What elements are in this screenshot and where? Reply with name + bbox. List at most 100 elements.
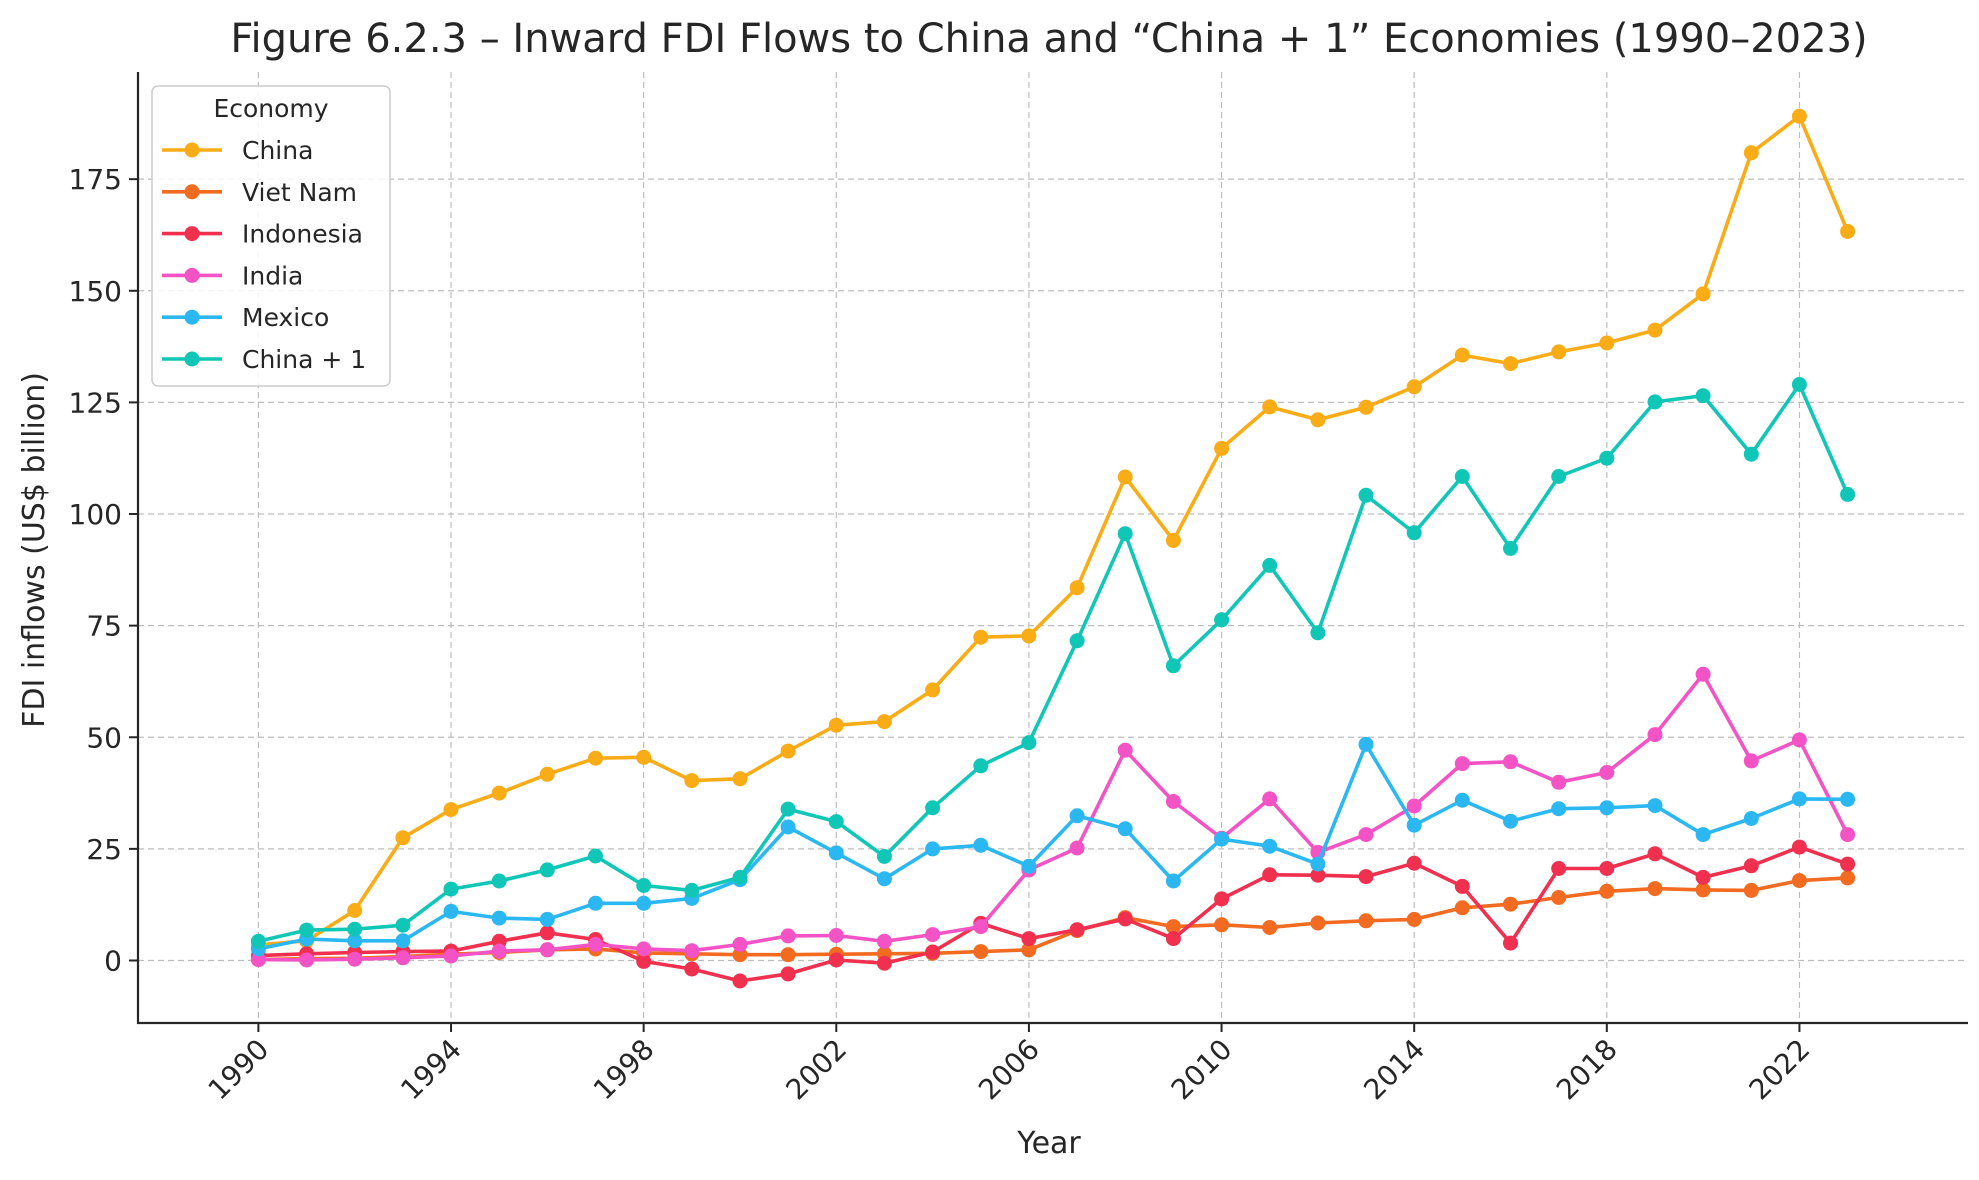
data-point-china-1 bbox=[1551, 469, 1567, 484]
data-point-india bbox=[780, 928, 796, 944]
data-point-china bbox=[1117, 469, 1133, 485]
data-point-china-1 bbox=[1454, 469, 1470, 484]
data-point-viet-nam bbox=[1021, 942, 1037, 958]
legend-label: Mexico bbox=[242, 303, 329, 332]
data-point-india bbox=[1599, 765, 1615, 780]
data-point-indonesia bbox=[1262, 867, 1278, 883]
y-tick-label: 25 bbox=[86, 833, 122, 866]
x-axis: 1990 1994 1998 2002 2006 2010 2014 2018 2022 bbox=[202, 1023, 1817, 1107]
data-point-india bbox=[443, 948, 459, 964]
chart-title: Figure 6.2.3 – Inward FDI Flows to China… bbox=[230, 16, 1867, 62]
data-point-india bbox=[1117, 742, 1133, 758]
legend-item-indonesia: Indonesia bbox=[162, 220, 363, 249]
data-point-china bbox=[780, 743, 796, 759]
data-point-china bbox=[1599, 335, 1615, 351]
data-point-indonesia bbox=[1551, 861, 1567, 876]
data-point-viet-nam bbox=[1358, 913, 1374, 929]
data-point-china-1 bbox=[299, 922, 315, 938]
data-point-indonesia bbox=[876, 955, 892, 971]
data-point-china bbox=[395, 830, 411, 846]
data-point-china-1 bbox=[1503, 540, 1518, 556]
data-point-china-1 bbox=[1165, 658, 1181, 674]
legend-item-china: China bbox=[162, 136, 313, 165]
series-china bbox=[250, 108, 1856, 953]
data-point-viet-nam bbox=[1647, 881, 1663, 897]
data-point-indonesia bbox=[1454, 878, 1470, 894]
data-point-china-1 bbox=[588, 848, 603, 864]
data-point-indonesia bbox=[1791, 839, 1807, 855]
x-tick-label: 2022 bbox=[1743, 1033, 1817, 1107]
axes-spines bbox=[136, 72, 1968, 1025]
legend-swatch-marker bbox=[184, 142, 200, 158]
data-point-india bbox=[732, 936, 748, 952]
y-axis-label: FDI inflows (US$ billion) bbox=[17, 372, 52, 728]
data-point-china bbox=[684, 773, 700, 789]
data-point-china-1 bbox=[395, 917, 411, 933]
legend-item-viet-nam: Viet Nam bbox=[162, 178, 357, 207]
x-tick-label: 1998 bbox=[587, 1033, 661, 1107]
data-point-china bbox=[1358, 399, 1374, 415]
data-point-china-1 bbox=[1647, 394, 1663, 410]
data-point-indonesia bbox=[1647, 846, 1663, 862]
data-point-mexico bbox=[828, 845, 844, 861]
legend-swatch-marker bbox=[184, 309, 200, 325]
data-point-indonesia bbox=[828, 952, 844, 968]
data-point-china-1 bbox=[732, 869, 748, 885]
y-tick-label: 75 bbox=[86, 610, 122, 643]
data-point-china bbox=[732, 771, 748, 787]
data-point-china bbox=[925, 682, 941, 698]
legend-label: Indonesia bbox=[242, 220, 363, 249]
data-point-china bbox=[1262, 399, 1278, 415]
data-point-india bbox=[925, 927, 941, 943]
data-point-india bbox=[1791, 732, 1807, 748]
data-point-china bbox=[539, 766, 555, 782]
series-line-india bbox=[256, 672, 1850, 962]
data-point-mexico bbox=[1454, 792, 1470, 808]
data-point-mexico bbox=[1214, 831, 1230, 847]
series-india bbox=[250, 666, 1856, 968]
data-point-china bbox=[1840, 223, 1856, 239]
data-point-india bbox=[1454, 756, 1470, 772]
data-point-china-1 bbox=[780, 801, 796, 817]
data-point-mexico bbox=[1406, 817, 1422, 833]
data-point-china bbox=[1021, 628, 1037, 644]
y-tick-label: 100 bbox=[69, 498, 122, 531]
data-point-india bbox=[973, 919, 989, 935]
legend-items: China Viet Nam Indonesia India Mexico China +… bbox=[162, 136, 366, 374]
data-point-indonesia bbox=[684, 961, 700, 977]
data-point-china bbox=[973, 629, 989, 645]
data-point-china bbox=[588, 750, 603, 766]
legend-label: Viet Nam bbox=[242, 178, 357, 207]
data-point-viet-nam bbox=[1406, 911, 1422, 927]
data-point-china-1 bbox=[1358, 487, 1374, 503]
data-point-china bbox=[1503, 356, 1518, 372]
data-point-china bbox=[491, 785, 507, 801]
data-point-china-1 bbox=[347, 921, 363, 937]
data-point-mexico bbox=[636, 895, 652, 911]
data-point-indonesia bbox=[1021, 931, 1037, 947]
data-point-india bbox=[828, 928, 844, 943]
data-point-india bbox=[684, 943, 700, 959]
data-point-viet-nam bbox=[1840, 870, 1856, 886]
data-point-viet-nam bbox=[1214, 917, 1230, 933]
data-point-mexico bbox=[1791, 791, 1807, 807]
x-tick-label: 2018 bbox=[1550, 1033, 1624, 1107]
data-point-indonesia bbox=[1406, 855, 1422, 871]
data-point-india bbox=[1165, 794, 1181, 809]
data-point-india bbox=[1358, 827, 1374, 843]
data-point-india bbox=[1262, 791, 1278, 807]
legend-box bbox=[151, 85, 391, 387]
data-point-india bbox=[1840, 827, 1856, 843]
data-point-mexico bbox=[1551, 801, 1567, 817]
data-point-china bbox=[1165, 532, 1181, 548]
data-point-india bbox=[347, 951, 363, 967]
data-point-china-1 bbox=[1406, 525, 1422, 541]
data-point-mexico bbox=[1165, 873, 1181, 889]
data-point-mexico bbox=[780, 819, 796, 835]
data-point-indonesia bbox=[1214, 891, 1230, 907]
series-china-1 bbox=[250, 377, 1856, 949]
data-point-indonesia bbox=[1358, 869, 1374, 885]
data-point-viet-nam bbox=[1551, 890, 1567, 905]
data-point-mexico bbox=[1117, 821, 1133, 837]
data-point-mexico bbox=[973, 837, 989, 853]
